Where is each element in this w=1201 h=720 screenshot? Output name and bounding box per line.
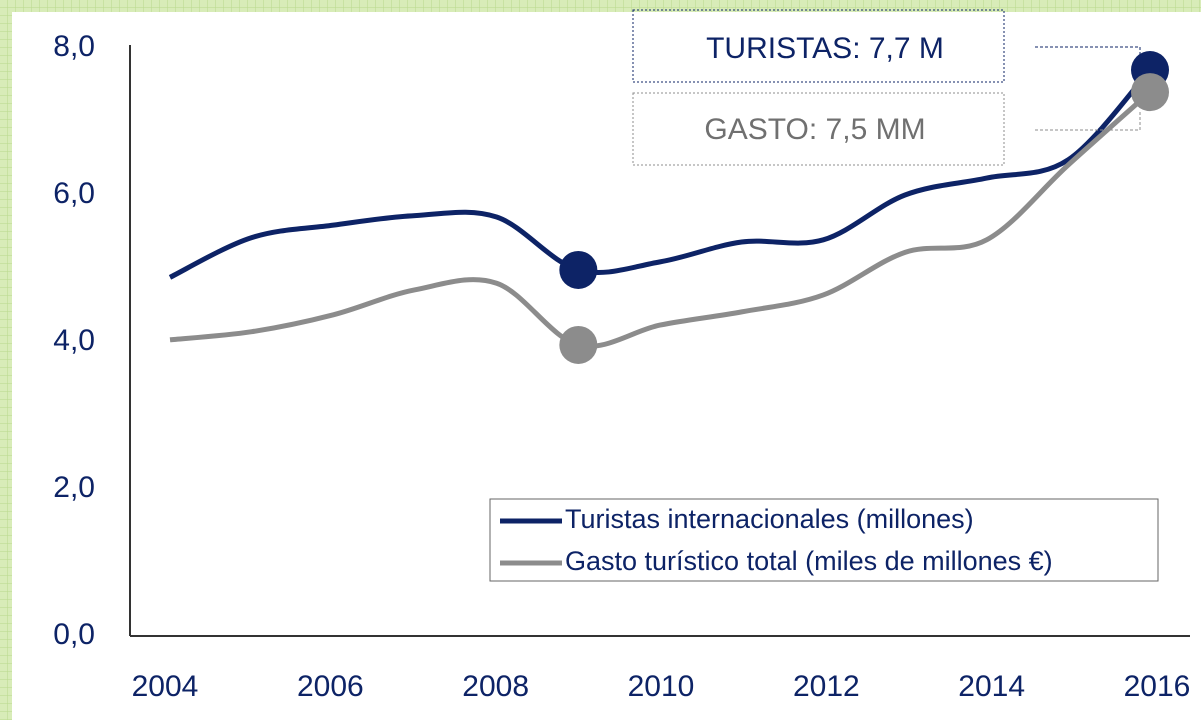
- x-tick-label: 2004: [132, 670, 199, 703]
- panel: [12, 12, 1201, 720]
- annotation: TURISTAS: 7,7 M: [706, 32, 944, 65]
- annotation: GASTO: 7,5 MM: [704, 113, 925, 146]
- series-line: [169, 90, 1152, 349]
- x-tick-label: 2010: [628, 670, 695, 703]
- x-tick-label: 2012: [793, 670, 860, 703]
- x-tick-label: 2014: [958, 670, 1025, 703]
- highlight-marker: [559, 250, 598, 289]
- highlight-marker: [1131, 73, 1169, 112]
- legend-box: [489, 498, 1159, 582]
- leader-line: [1035, 46, 1141, 60]
- y-tick-label: 4,0: [53, 324, 95, 357]
- y-tick-label: 6,0: [53, 177, 95, 210]
- annotations: TURISTAS: 7,7 M GASTO: 7,5 MM: [632, 9, 1141, 166]
- highlight-marker: [559, 325, 598, 364]
- annotation-box: [632, 92, 1005, 166]
- annotation-box: [632, 9, 1005, 83]
- legend-label: Gasto turístico total (miles de millones…: [565, 546, 1053, 576]
- y-tick-label: 2,0: [53, 471, 95, 504]
- legend-label: Turistas internacionales (millones): [565, 504, 974, 534]
- x-tick-label: 2006: [297, 670, 364, 703]
- series-line: [168, 68, 1152, 280]
- y-tick-label: 8,0: [53, 30, 95, 63]
- leader-line: [1035, 110, 1141, 131]
- x-tick-label: 2008: [462, 670, 529, 703]
- y-tick-label: 0,0: [53, 618, 95, 651]
- x-tick-label: 2016: [1124, 670, 1191, 703]
